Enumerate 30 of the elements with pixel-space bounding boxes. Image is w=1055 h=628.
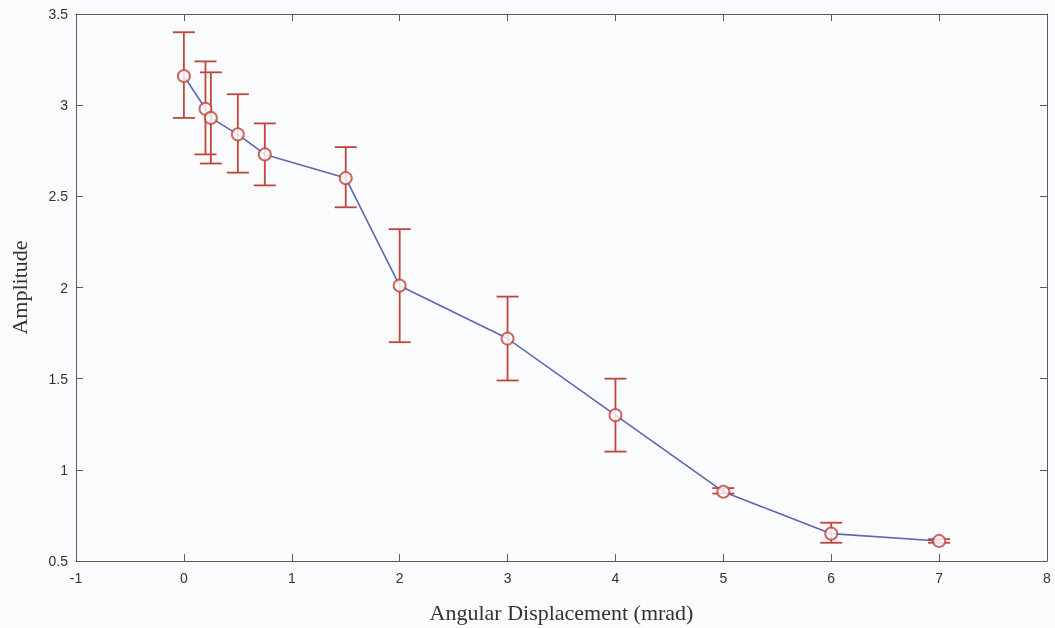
x-tick-label: 6 xyxy=(827,570,836,586)
x-tick-label: 1 xyxy=(287,570,296,586)
point xyxy=(257,147,272,162)
y-axis-title: Amplitude xyxy=(6,240,32,335)
point xyxy=(230,127,245,142)
point xyxy=(932,533,947,548)
point xyxy=(824,526,839,541)
point xyxy=(392,278,407,293)
y-tick-label: 1 xyxy=(60,461,69,478)
point xyxy=(203,110,218,125)
y-tick-label: 2 xyxy=(60,279,69,296)
point xyxy=(338,171,353,186)
y-tick-label: 3 xyxy=(60,97,69,114)
x-tick-label: 5 xyxy=(719,570,728,586)
y-tick-label: 3.5 xyxy=(48,6,69,22)
point xyxy=(176,69,191,83)
x-tick-label: 4 xyxy=(611,570,620,586)
x-tick-label: 7 xyxy=(935,570,944,586)
x-tick-label: 2 xyxy=(395,570,404,586)
y-tick-label: 0.5 xyxy=(48,553,69,569)
y-tick-label: 2.5 xyxy=(48,188,69,205)
x-tick-label: -1 xyxy=(69,570,83,586)
point xyxy=(716,484,731,499)
x-tick-label: 3 xyxy=(503,570,512,586)
x-axis-title: Angular Displacement (mrad) xyxy=(429,599,694,625)
x-tick-label: 0 xyxy=(179,570,188,586)
point xyxy=(608,408,623,423)
point xyxy=(500,331,515,346)
y-tick-label: 1.5 xyxy=(48,370,69,387)
x-tick-label: 8 xyxy=(1043,570,1052,586)
